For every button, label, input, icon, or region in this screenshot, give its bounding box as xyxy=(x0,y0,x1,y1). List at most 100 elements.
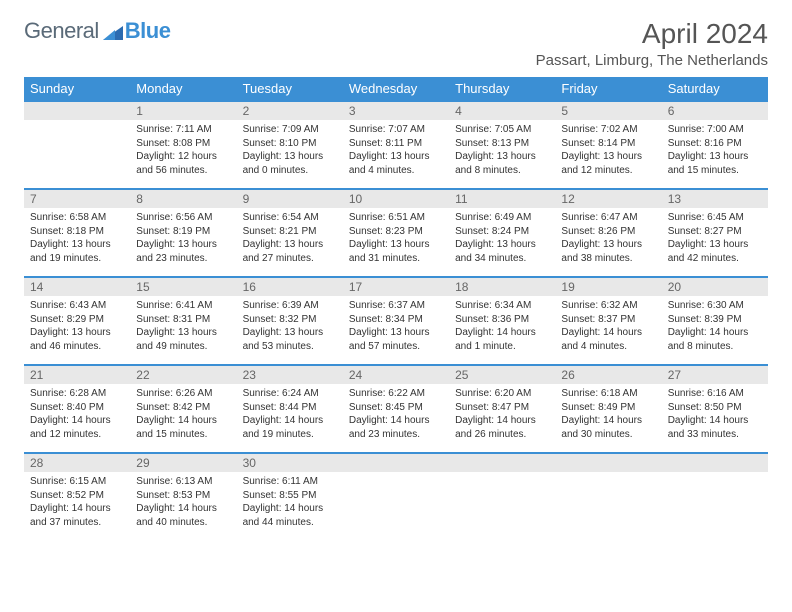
weekday-header: Wednesday xyxy=(343,77,449,101)
day-number: 26 xyxy=(555,366,661,384)
day-details: Sunrise: 6:41 AMSunset: 8:31 PMDaylight:… xyxy=(130,296,236,356)
day-details: Sunrise: 6:20 AMSunset: 8:47 PMDaylight:… xyxy=(449,384,555,444)
calendar-day-cell: 12Sunrise: 6:47 AMSunset: 8:26 PMDayligh… xyxy=(555,189,661,277)
day-number: 20 xyxy=(662,278,768,296)
calendar-body: 1Sunrise: 7:11 AMSunset: 8:08 PMDaylight… xyxy=(24,101,768,541)
day-number: 18 xyxy=(449,278,555,296)
day-details: Sunrise: 6:28 AMSunset: 8:40 PMDaylight:… xyxy=(24,384,130,444)
location: Passart, Limburg, The Netherlands xyxy=(536,52,768,69)
empty-cell xyxy=(555,453,661,541)
calendar-day-cell: 26Sunrise: 6:18 AMSunset: 8:49 PMDayligh… xyxy=(555,365,661,453)
empty-cell xyxy=(662,453,768,541)
logo-sail-icon xyxy=(101,22,125,40)
day-number: 6 xyxy=(662,102,768,120)
calendar-day-cell: 19Sunrise: 6:32 AMSunset: 8:37 PMDayligh… xyxy=(555,277,661,365)
day-number: 11 xyxy=(449,190,555,208)
day-details: Sunrise: 6:15 AMSunset: 8:52 PMDaylight:… xyxy=(24,472,130,532)
day-details: Sunrise: 6:37 AMSunset: 8:34 PMDaylight:… xyxy=(343,296,449,356)
logo-text-2: Blue xyxy=(125,18,171,44)
weekday-header: Tuesday xyxy=(237,77,343,101)
day-number: 4 xyxy=(449,102,555,120)
day-number: 12 xyxy=(555,190,661,208)
day-number: 16 xyxy=(237,278,343,296)
calendar-day-cell: 17Sunrise: 6:37 AMSunset: 8:34 PMDayligh… xyxy=(343,277,449,365)
calendar-day-cell: 11Sunrise: 6:49 AMSunset: 8:24 PMDayligh… xyxy=(449,189,555,277)
calendar-day-cell: 15Sunrise: 6:41 AMSunset: 8:31 PMDayligh… xyxy=(130,277,236,365)
calendar-day-cell: 28Sunrise: 6:15 AMSunset: 8:52 PMDayligh… xyxy=(24,453,130,541)
day-number: 2 xyxy=(237,102,343,120)
day-number: 22 xyxy=(130,366,236,384)
calendar-week-row: 21Sunrise: 6:28 AMSunset: 8:40 PMDayligh… xyxy=(24,365,768,453)
day-details: Sunrise: 6:16 AMSunset: 8:50 PMDaylight:… xyxy=(662,384,768,444)
calendar-day-cell: 14Sunrise: 6:43 AMSunset: 8:29 PMDayligh… xyxy=(24,277,130,365)
day-details: Sunrise: 6:56 AMSunset: 8:19 PMDaylight:… xyxy=(130,208,236,268)
calendar-day-cell: 5Sunrise: 7:02 AMSunset: 8:14 PMDaylight… xyxy=(555,101,661,189)
day-details: Sunrise: 6:30 AMSunset: 8:39 PMDaylight:… xyxy=(662,296,768,356)
logo-text-1: General xyxy=(24,18,99,44)
calendar-day-cell: 25Sunrise: 6:20 AMSunset: 8:47 PMDayligh… xyxy=(449,365,555,453)
calendar-day-cell: 6Sunrise: 7:00 AMSunset: 8:16 PMDaylight… xyxy=(662,101,768,189)
calendar-day-cell: 3Sunrise: 7:07 AMSunset: 8:11 PMDaylight… xyxy=(343,101,449,189)
calendar-week-row: 1Sunrise: 7:11 AMSunset: 8:08 PMDaylight… xyxy=(24,101,768,189)
month-title: April 2024 xyxy=(536,18,768,50)
day-details: Sunrise: 7:02 AMSunset: 8:14 PMDaylight:… xyxy=(555,120,661,180)
day-details: Sunrise: 6:22 AMSunset: 8:45 PMDaylight:… xyxy=(343,384,449,444)
calendar-day-cell: 24Sunrise: 6:22 AMSunset: 8:45 PMDayligh… xyxy=(343,365,449,453)
day-number: 30 xyxy=(237,454,343,472)
calendar-day-cell: 16Sunrise: 6:39 AMSunset: 8:32 PMDayligh… xyxy=(237,277,343,365)
calendar-day-cell: 7Sunrise: 6:58 AMSunset: 8:18 PMDaylight… xyxy=(24,189,130,277)
calendar-day-cell: 8Sunrise: 6:56 AMSunset: 8:19 PMDaylight… xyxy=(130,189,236,277)
day-details: Sunrise: 7:00 AMSunset: 8:16 PMDaylight:… xyxy=(662,120,768,180)
day-details: Sunrise: 6:13 AMSunset: 8:53 PMDaylight:… xyxy=(130,472,236,532)
day-details: Sunrise: 6:47 AMSunset: 8:26 PMDaylight:… xyxy=(555,208,661,268)
calendar-day-cell: 23Sunrise: 6:24 AMSunset: 8:44 PMDayligh… xyxy=(237,365,343,453)
day-number: 28 xyxy=(24,454,130,472)
weekday-header: Sunday xyxy=(24,77,130,101)
day-number: 19 xyxy=(555,278,661,296)
calendar-day-cell: 1Sunrise: 7:11 AMSunset: 8:08 PMDaylight… xyxy=(130,101,236,189)
day-details: Sunrise: 7:07 AMSunset: 8:11 PMDaylight:… xyxy=(343,120,449,180)
day-details: Sunrise: 6:45 AMSunset: 8:27 PMDaylight:… xyxy=(662,208,768,268)
day-number: 21 xyxy=(24,366,130,384)
day-number: 1 xyxy=(130,102,236,120)
day-number: 14 xyxy=(24,278,130,296)
day-number: 23 xyxy=(237,366,343,384)
weekday-header: Monday xyxy=(130,77,236,101)
calendar-day-cell: 10Sunrise: 6:51 AMSunset: 8:23 PMDayligh… xyxy=(343,189,449,277)
empty-cell xyxy=(343,453,449,541)
calendar-day-cell: 2Sunrise: 7:09 AMSunset: 8:10 PMDaylight… xyxy=(237,101,343,189)
day-details: Sunrise: 7:05 AMSunset: 8:13 PMDaylight:… xyxy=(449,120,555,180)
day-details: Sunrise: 6:24 AMSunset: 8:44 PMDaylight:… xyxy=(237,384,343,444)
logo: General Blue xyxy=(24,18,170,44)
weekday-header: Saturday xyxy=(662,77,768,101)
day-number: 8 xyxy=(130,190,236,208)
day-number: 29 xyxy=(130,454,236,472)
day-details: Sunrise: 6:11 AMSunset: 8:55 PMDaylight:… xyxy=(237,472,343,532)
calendar-week-row: 14Sunrise: 6:43 AMSunset: 8:29 PMDayligh… xyxy=(24,277,768,365)
calendar-day-cell: 13Sunrise: 6:45 AMSunset: 8:27 PMDayligh… xyxy=(662,189,768,277)
calendar-day-cell: 20Sunrise: 6:30 AMSunset: 8:39 PMDayligh… xyxy=(662,277,768,365)
day-number: 15 xyxy=(130,278,236,296)
day-number: 13 xyxy=(662,190,768,208)
calendar-week-row: 7Sunrise: 6:58 AMSunset: 8:18 PMDaylight… xyxy=(24,189,768,277)
day-details: Sunrise: 6:26 AMSunset: 8:42 PMDaylight:… xyxy=(130,384,236,444)
day-number: 27 xyxy=(662,366,768,384)
day-details: Sunrise: 7:11 AMSunset: 8:08 PMDaylight:… xyxy=(130,120,236,180)
day-details: Sunrise: 6:51 AMSunset: 8:23 PMDaylight:… xyxy=(343,208,449,268)
day-number: 10 xyxy=(343,190,449,208)
day-number: 5 xyxy=(555,102,661,120)
calendar-day-cell: 18Sunrise: 6:34 AMSunset: 8:36 PMDayligh… xyxy=(449,277,555,365)
calendar-day-cell: 4Sunrise: 7:05 AMSunset: 8:13 PMDaylight… xyxy=(449,101,555,189)
day-details: Sunrise: 6:54 AMSunset: 8:21 PMDaylight:… xyxy=(237,208,343,268)
calendar-week-row: 28Sunrise: 6:15 AMSunset: 8:52 PMDayligh… xyxy=(24,453,768,541)
weekday-header: Thursday xyxy=(449,77,555,101)
day-number: 7 xyxy=(24,190,130,208)
day-details: Sunrise: 6:32 AMSunset: 8:37 PMDaylight:… xyxy=(555,296,661,356)
calendar-day-cell: 22Sunrise: 6:26 AMSunset: 8:42 PMDayligh… xyxy=(130,365,236,453)
day-number: 24 xyxy=(343,366,449,384)
day-details: Sunrise: 6:18 AMSunset: 8:49 PMDaylight:… xyxy=(555,384,661,444)
calendar-table: SundayMondayTuesdayWednesdayThursdayFrid… xyxy=(24,77,768,541)
day-details: Sunrise: 6:49 AMSunset: 8:24 PMDaylight:… xyxy=(449,208,555,268)
empty-cell xyxy=(449,453,555,541)
weekday-header: Friday xyxy=(555,77,661,101)
